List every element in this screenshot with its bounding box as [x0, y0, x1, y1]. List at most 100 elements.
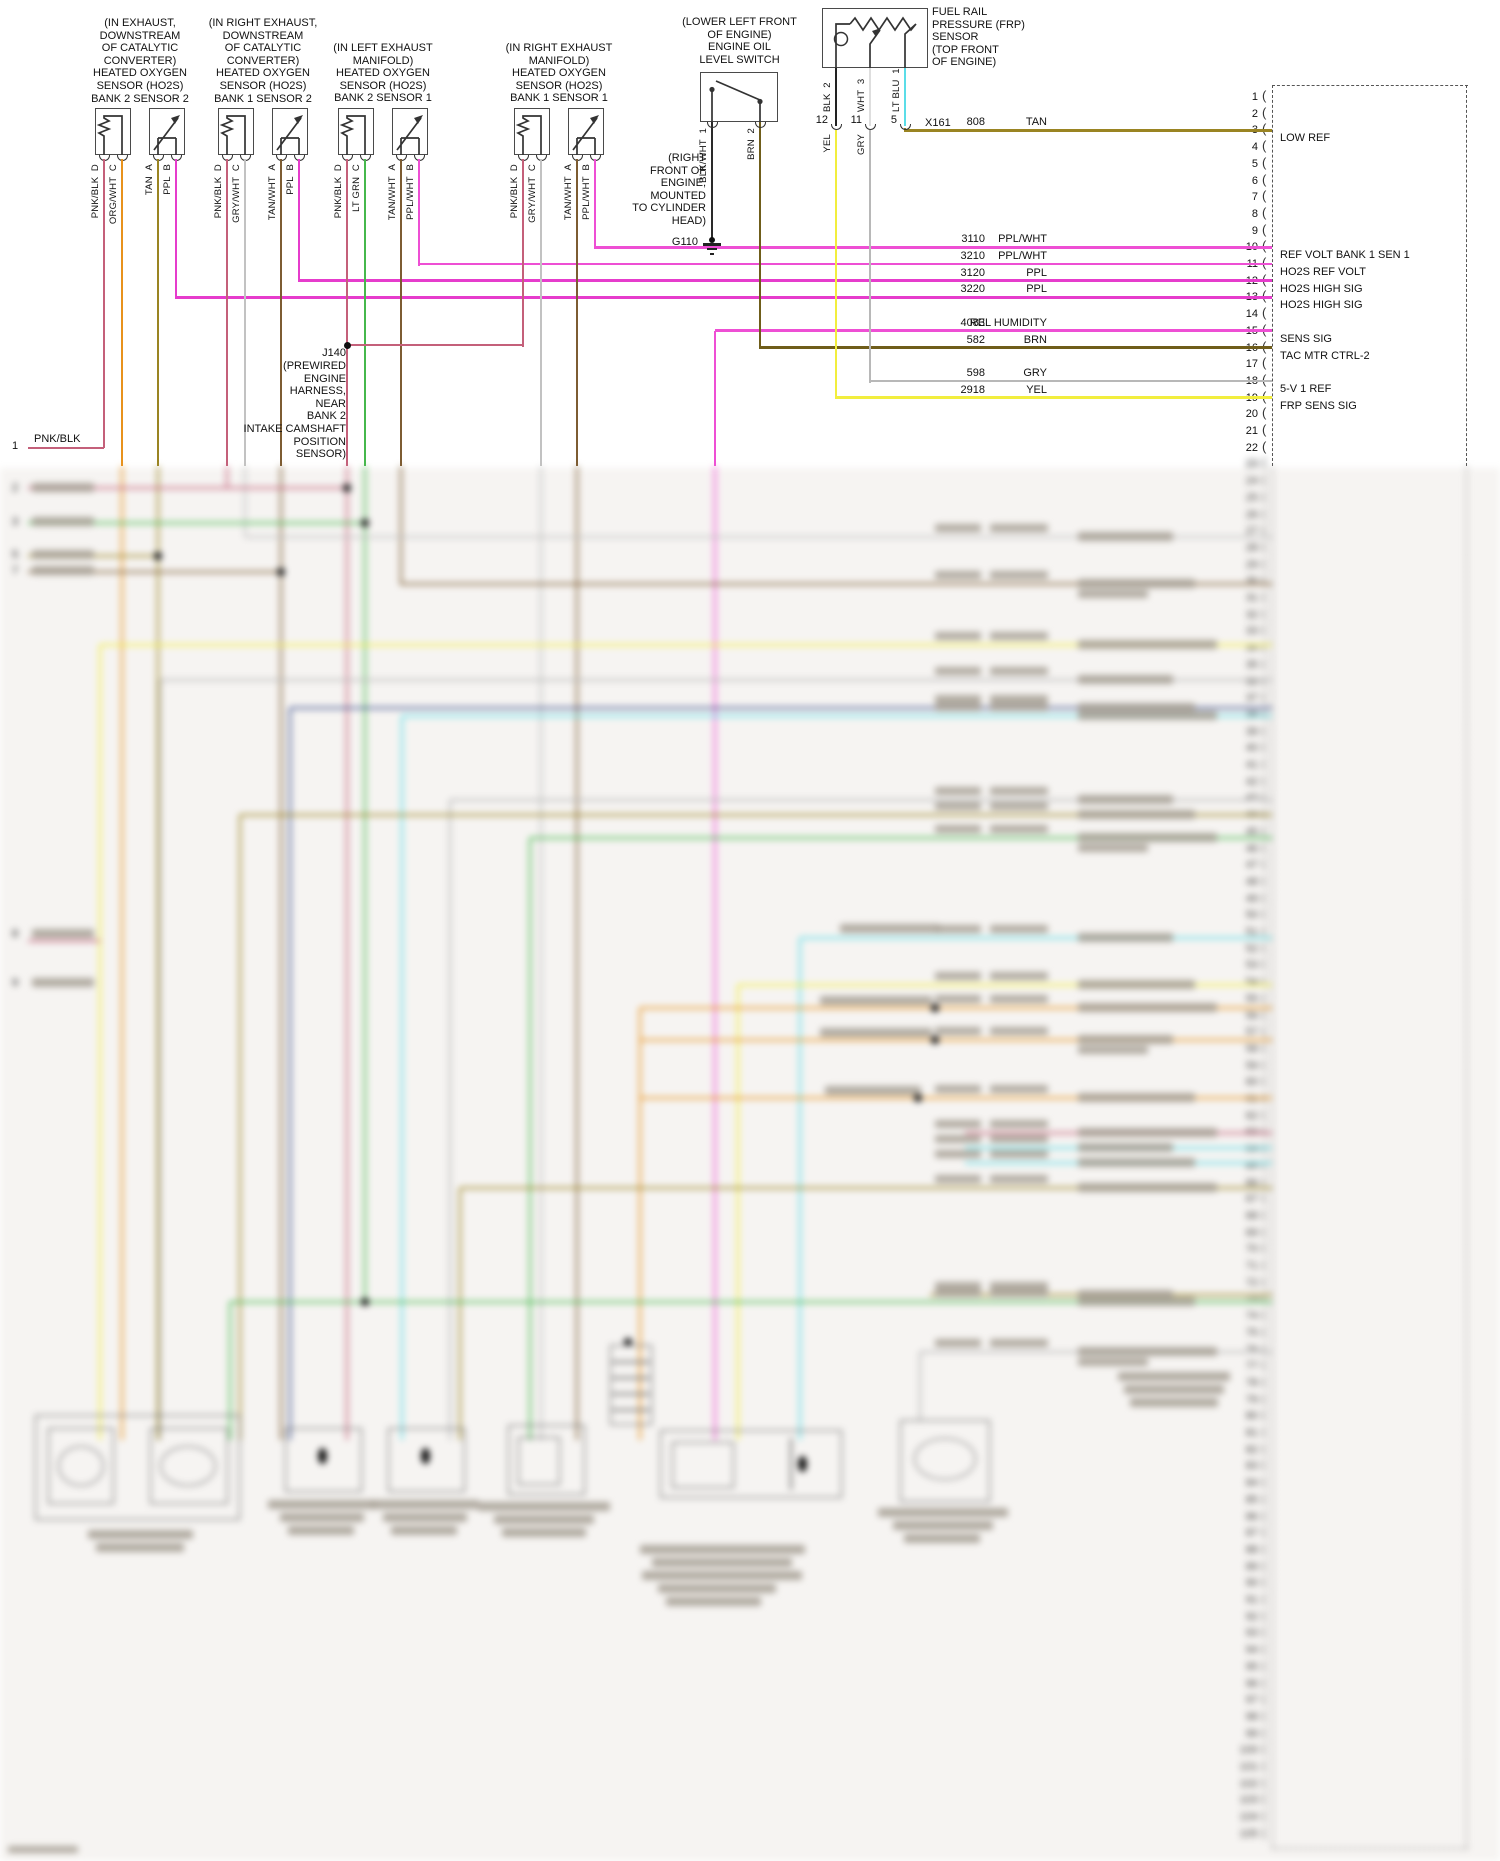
blurred-text [935, 1120, 981, 1128]
pcm-pin-bracket: ( [1262, 455, 1267, 471]
pcm-pin-number: 69 [1245, 1226, 1258, 1239]
wire-segment [836, 396, 1272, 399]
inline-connector-pin-number: 5 [890, 114, 897, 126]
pcm-pin-number: 104 [1239, 1811, 1258, 1824]
pcm-pin-bracket: ( [1262, 1190, 1267, 1206]
pcm-pin-bracket: ( [1262, 1808, 1267, 1824]
connector-terminal-icon [754, 122, 766, 128]
pcm-pin-bracket: ( [1262, 1591, 1267, 1606]
pcm-pin-bracket: ( [1262, 422, 1267, 437]
pcm-pin-number: 78 [1245, 1376, 1258, 1389]
pcm-pin-bracket: ( [1262, 1273, 1267, 1289]
pcm-pin-number: 68 [1245, 1209, 1258, 1222]
blurred-text [288, 1526, 354, 1535]
wire-segment [868, 68, 872, 126]
ground-location-label: (RIGHT FRONT OF ENGINE, MOUNTED TO CYLIN… [632, 152, 706, 227]
pcm-pin-number: 1 [1251, 91, 1258, 103]
wire-segment [363, 159, 367, 466]
oxygen-sensor-symbol [392, 108, 428, 155]
pcm-pin-number: 88 [1245, 1543, 1258, 1556]
wire-segment [28, 446, 104, 450]
pcm-pin-number: 53 [1245, 959, 1258, 972]
pcm-pin-number: 20 [1245, 408, 1258, 421]
pcm-pin-bracket: ( [1262, 739, 1267, 755]
ground-symbol [707, 248, 717, 251]
ground-symbol [703, 243, 721, 246]
wire-segment [345, 159, 349, 466]
wire-segment [640, 1038, 1272, 1042]
blurred-text [658, 1584, 776, 1593]
blurred-text [32, 483, 94, 492]
wire-segment [290, 706, 1272, 710]
pcm-pin-bracket: ( [1262, 1674, 1267, 1690]
blurred-text [935, 1085, 981, 1093]
wire-segment [419, 262, 1272, 266]
pcm-pin-bracket: ( [1262, 1574, 1267, 1590]
heater-symbol [218, 108, 254, 155]
pcm-pin-bracket: ( [1262, 1039, 1267, 1055]
pcm-pin-bracket: ( [1262, 1073, 1267, 1089]
pcm-pin-bracket: ( [1262, 272, 1266, 287]
wire-segment [400, 716, 404, 1440]
pcm-pin-number: 31 [1245, 592, 1258, 604]
circuit-wire-color: PPL/WHT [998, 250, 1047, 262]
blurred-text [1130, 1398, 1218, 1407]
junction-label: J140 [322, 347, 346, 359]
blurred-text [494, 1515, 594, 1524]
pcm-pin-number: 58 [1245, 1042, 1258, 1055]
blurred-text [1078, 1290, 1173, 1299]
pcm-pin-number: 28 [1245, 541, 1258, 554]
pcm-pin-number: 80 [1245, 1410, 1258, 1423]
wire-segment [98, 645, 102, 1440]
junction-dot [277, 568, 285, 576]
circuit-wire-color: PPL [1026, 283, 1047, 296]
circuit-number: 2918 [960, 383, 985, 396]
pcm-pin-number: 9 [1251, 224, 1258, 237]
wire-segment [399, 466, 403, 585]
blur-haze [0, 468, 1500, 1861]
ground-symbol [710, 252, 714, 255]
blurred-text [1078, 1183, 1217, 1192]
pcm-pin-number: 25 [1245, 491, 1258, 504]
blurred-text [391, 1526, 457, 1535]
oil-switch-label: (LOWER LEFT FRONT OF ENGINE) ENGINE OIL … [682, 16, 797, 66]
pcm-pin-number: 14 [1245, 308, 1258, 321]
blurred-text [990, 1135, 1048, 1143]
pcm-pin-number: 47 [1245, 859, 1258, 872]
connector-terminal-icon [830, 124, 842, 130]
blurred-text [990, 1150, 1048, 1158]
wire-segment [288, 708, 292, 1440]
blurred-text [1078, 1003, 1217, 1012]
pcm-pin-bracket: ( [1262, 1607, 1267, 1623]
pcm-pin-number: 89 [1245, 1560, 1258, 1573]
pcm-pin-bracket: ( [1262, 956, 1267, 972]
pcm-pin-bracket: ( [1262, 171, 1267, 187]
oxygen-sensor-symbol [272, 108, 308, 155]
pcm-pin-number: 83 [1245, 1460, 1258, 1473]
pcm-pin-number: 45 [1245, 825, 1258, 838]
blurred-text [990, 667, 1048, 675]
pcm-pin-bracket: ( [1262, 154, 1267, 170]
sensor-label: (IN EXHAUST, DOWNSTREAM OF CATALYTIC CON… [91, 17, 189, 105]
sensor-label: (IN RIGHT EXHAUST, DOWNSTREAM OF CATALYT… [208, 17, 318, 105]
pcm-pin-bracket: ( [1262, 1373, 1267, 1389]
blurred-text [990, 925, 1048, 933]
pcm-pin-number: 24 [1245, 475, 1258, 488]
pcm-pin-bracket: ( [1262, 505, 1267, 521]
pcm-pin-number: 71 [1245, 1260, 1258, 1272]
pin-signal-label: TAC MTR CTRL-2 [1280, 349, 1370, 362]
pcm-pin-bracket: ( [1262, 389, 1266, 404]
wire-segment [243, 466, 247, 537]
connector-terminal-icon [864, 124, 876, 130]
pcm-pin-bracket: ( [1262, 1223, 1267, 1239]
blurred-text [990, 524, 1048, 532]
pcm-pin-number: 95 [1245, 1660, 1258, 1673]
pcm-pin-bracket: ( [1262, 372, 1266, 387]
circuit-number: 808 [966, 116, 985, 129]
sensor-label: (IN LEFT EXHAUST MANIFOLD) HEATED OXYGEN… [333, 42, 433, 105]
oxygen-sensor-symbol [149, 108, 185, 155]
pcm-pin-bracket: ( [1262, 1791, 1267, 1807]
pcm-pin-number: 92 [1245, 1610, 1258, 1623]
pcm-pin-bracket: ( [1262, 705, 1267, 721]
